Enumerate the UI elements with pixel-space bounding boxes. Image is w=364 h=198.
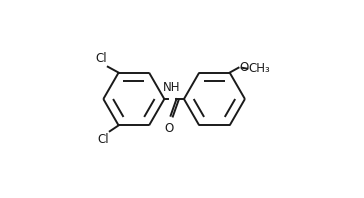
Text: Cl: Cl [95, 52, 107, 65]
Text: O: O [164, 122, 173, 135]
Text: CH₃: CH₃ [248, 62, 270, 75]
Text: NH: NH [163, 81, 181, 94]
Text: O: O [239, 61, 249, 74]
Text: Cl: Cl [97, 133, 109, 146]
